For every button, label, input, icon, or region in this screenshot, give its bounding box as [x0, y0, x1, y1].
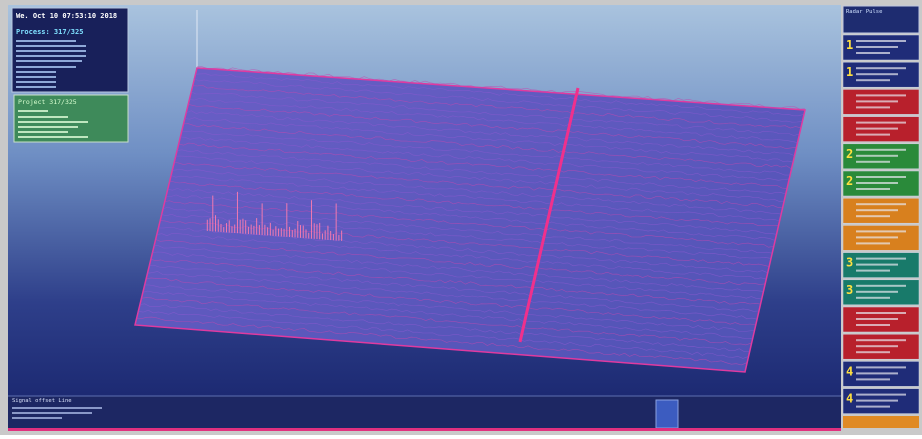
card-number: 3 [846, 256, 853, 270]
project-title: Project 317/325 [18, 98, 77, 106]
card-line [856, 209, 898, 211]
card-line [856, 122, 906, 124]
sidebar-title: Radar Pulse [846, 9, 882, 15]
sidebar-tail [843, 416, 919, 428]
card-line [856, 46, 898, 48]
card-line [856, 155, 898, 157]
card-line [856, 161, 890, 163]
card-line [856, 134, 890, 136]
card-number: 1 [846, 38, 853, 52]
card-number: 2 [846, 147, 853, 161]
card-line [856, 40, 906, 42]
card-number: 2 [846, 174, 853, 188]
screen: We. Oct 10 07:53:10 2018 Process: 317/32… [0, 0, 922, 435]
card-line [856, 230, 906, 232]
card-line [856, 188, 890, 190]
card-line [856, 400, 898, 402]
card-line [856, 79, 890, 81]
card-line [856, 339, 906, 341]
card-line [856, 106, 890, 108]
page: We. Oct 10 07:53:10 2018 Process: 317/32… [0, 0, 922, 439]
card-number: 3 [846, 283, 853, 297]
card-line [856, 176, 906, 178]
card-number: 1 [846, 65, 853, 79]
card-line [856, 345, 898, 347]
progress-bar [8, 428, 841, 431]
card-line [856, 378, 890, 380]
card-number: 4 [846, 364, 853, 378]
card-line [856, 94, 906, 96]
datetime: We. Oct 10 07:53:10 2018 [16, 12, 117, 20]
card-line [856, 67, 906, 69]
card-line [856, 242, 890, 244]
card-line [856, 52, 890, 54]
card-line [856, 203, 906, 205]
card-line [856, 312, 906, 314]
card-line [856, 100, 898, 102]
card-number: 4 [846, 392, 853, 406]
status-bar [8, 396, 841, 428]
card-line [856, 149, 906, 151]
card-line [856, 406, 890, 408]
card-line [856, 394, 906, 396]
card-line [856, 73, 898, 75]
card-line [856, 285, 906, 287]
card-line [856, 351, 890, 353]
scroll-thumb[interactable] [656, 400, 678, 428]
card-line [856, 270, 890, 272]
card-line [856, 366, 906, 368]
process: Process: 317/325 [16, 28, 83, 36]
card-line [856, 318, 898, 320]
card-line [856, 291, 898, 293]
card-line [856, 297, 890, 299]
card-line [856, 258, 906, 260]
card-line [856, 324, 890, 326]
card-line [856, 264, 898, 266]
card-line [856, 372, 898, 374]
card-line [856, 215, 890, 217]
card-line [856, 236, 898, 238]
card-line [856, 182, 898, 184]
status-text: Signal offset Line [12, 398, 72, 404]
card-line [856, 128, 898, 130]
